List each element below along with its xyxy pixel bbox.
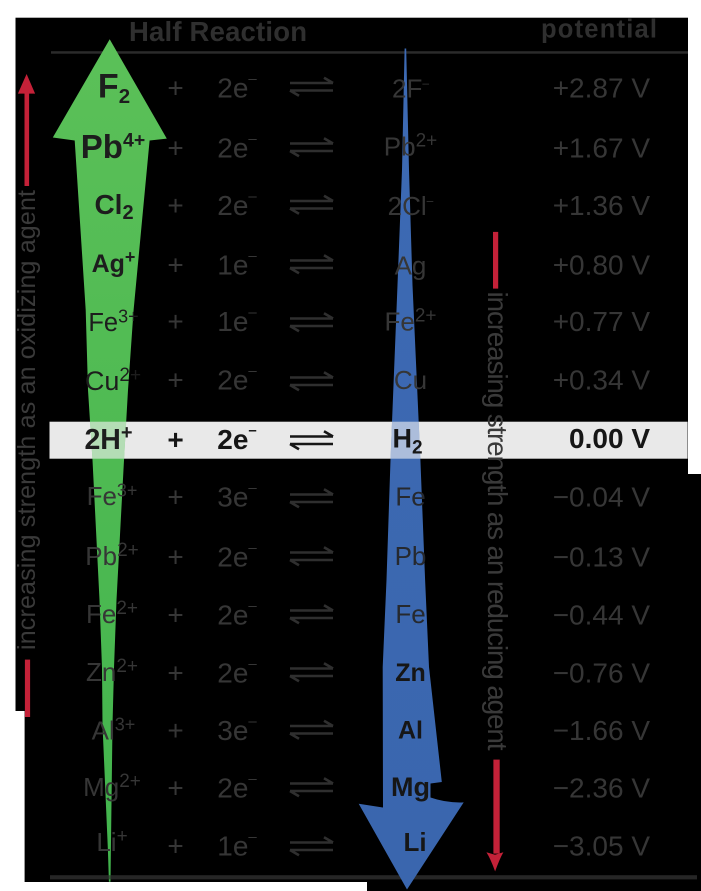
svg-text:+1.67 V: +1.67 V — [553, 133, 651, 164]
svg-text:0.00 V: 0.00 V — [569, 423, 650, 454]
svg-text:−2.36 V: −2.36 V — [553, 773, 651, 804]
svg-text:Al: Al — [398, 717, 423, 745]
svg-text:+: + — [167, 773, 183, 804]
svg-text:−0.04 V: −0.04 V — [553, 482, 651, 513]
svg-text:2Cl–: 2Cl– — [388, 191, 434, 221]
svg-text:+: + — [167, 424, 183, 455]
svg-text:+: + — [167, 715, 183, 746]
svg-text:Fe: Fe — [395, 482, 425, 512]
svg-text:+0.34 V: +0.34 V — [553, 365, 651, 396]
svg-text:Ag: Ag — [395, 251, 427, 281]
svg-text:Pb: Pb — [395, 541, 427, 571]
svg-text:+: + — [167, 73, 183, 104]
svg-text:+: + — [167, 658, 183, 689]
svg-text:−0.76 V: −0.76 V — [553, 658, 651, 689]
svg-text:−0.44 V: −0.44 V — [553, 600, 651, 631]
svg-text:Zn2+: Zn2+ — [86, 656, 138, 687]
svg-text:Mg: Mg — [391, 772, 430, 802]
svg-text:+: + — [167, 365, 183, 396]
svg-text:Half Reaction: Half Reaction — [129, 16, 307, 47]
svg-text:Zn: Zn — [395, 659, 426, 687]
svg-text:+: + — [167, 600, 183, 631]
svg-text:increasing strength as an oxid: increasing strength as an oxidizing agen… — [13, 190, 41, 650]
svg-text:potential: potential — [541, 16, 657, 44]
svg-text:+: + — [167, 250, 183, 281]
svg-text:2F–: 2F– — [392, 74, 429, 104]
svg-text:Cu: Cu — [394, 365, 427, 395]
svg-text:+0.80 V: +0.80 V — [553, 250, 651, 281]
svg-text:−3.05 V: −3.05 V — [553, 831, 651, 862]
svg-text:+: + — [167, 831, 183, 862]
svg-text:−0.13 V: −0.13 V — [553, 542, 651, 573]
svg-text:+: + — [167, 306, 183, 337]
svg-text:increasing strength as an redu: increasing strength as an reducing agent — [482, 292, 513, 751]
svg-text:Fe: Fe — [395, 599, 425, 629]
svg-text:−1.66 V: −1.66 V — [553, 715, 651, 746]
svg-text:Li: Li — [403, 827, 426, 857]
svg-text:+: + — [167, 133, 183, 164]
svg-text:+: + — [167, 190, 183, 221]
svg-text:+2.87 V: +2.87 V — [553, 73, 651, 104]
svg-text:+: + — [167, 542, 183, 573]
svg-text:H2: H2 — [392, 424, 422, 459]
svg-text:+0.77 V: +0.77 V — [553, 306, 651, 337]
svg-text:+1.36 V: +1.36 V — [553, 190, 651, 221]
svg-text:Pb2+: Pb2+ — [85, 540, 138, 571]
svg-text:+: + — [167, 482, 183, 513]
